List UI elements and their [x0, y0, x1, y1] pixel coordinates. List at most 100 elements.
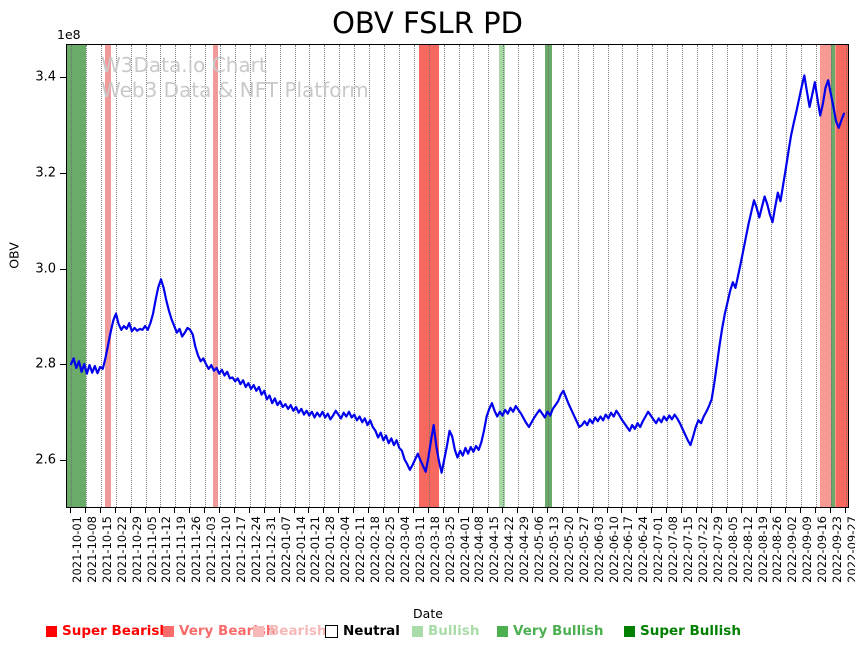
x-tick-label: 2021-10-22 [114, 516, 129, 583]
legend-swatch [253, 625, 264, 637]
grid-line [622, 45, 624, 507]
x-tick-label: 2022-01-21 [308, 516, 323, 583]
grid-line [145, 45, 147, 507]
x-tick-label: 2022-02-11 [353, 516, 368, 583]
x-tick-mark [532, 508, 534, 513]
y-tick-mark [60, 173, 66, 175]
y-tick-label: 3.2 [35, 165, 56, 181]
grid-line [100, 45, 102, 507]
grid-line [234, 45, 236, 507]
y-tick-label: 3.4 [35, 69, 56, 85]
legend-item[interactable]: Very Bearish [163, 620, 276, 642]
x-tick-label: 2022-05-06 [532, 516, 547, 583]
y-axis-exponent-label: 1e8 [57, 27, 81, 42]
grid-line [726, 45, 728, 507]
x-tick-mark [695, 508, 697, 513]
grid-line [592, 45, 594, 507]
x-tick-mark [219, 508, 221, 513]
grid-line [652, 45, 654, 507]
y-tick-label: 2.6 [35, 452, 56, 468]
x-tick-label: 2022-05-20 [561, 516, 576, 583]
legend-swatch [624, 625, 635, 637]
x-tick-label: 2022-01-14 [293, 516, 308, 583]
x-tick-label: 2022-09-02 [785, 516, 800, 583]
x-tick-mark [338, 508, 340, 513]
grid-line [518, 45, 520, 507]
grid-line [115, 45, 117, 507]
x-tick-mark [636, 508, 638, 513]
legend-item[interactable]: Very Bullish [497, 620, 603, 642]
grid-line [205, 45, 207, 507]
grid-line [354, 45, 356, 507]
grid-line [562, 45, 564, 507]
x-tick-label: 2022-09-09 [800, 516, 815, 583]
grid-line [264, 45, 266, 507]
x-tick-label: 2022-05-27 [576, 516, 591, 583]
grid-line [577, 45, 579, 507]
grid-line [741, 45, 743, 507]
x-tick-label: 2021-11-12 [159, 516, 174, 583]
x-tick-mark [800, 508, 802, 513]
grid-line [503, 45, 505, 507]
x-tick-label: 2021-12-17 [233, 516, 248, 583]
x-tick-mark [70, 508, 71, 513]
grid-line [846, 45, 847, 507]
x-tick-mark [502, 508, 504, 513]
x-tick-label: 2022-03-11 [412, 516, 427, 583]
sentiment-band [835, 45, 848, 507]
x-tick-mark [233, 508, 235, 513]
legend-item[interactable]: Bullish [412, 620, 479, 642]
grid-line [324, 45, 326, 507]
x-tick-mark [263, 508, 265, 513]
obv-line-series [67, 45, 848, 507]
legend-swatch [46, 625, 57, 637]
legend-item[interactable]: Bearish [253, 620, 327, 642]
x-tick-label: 2022-06-03 [591, 516, 606, 583]
x-tick-mark [576, 508, 578, 513]
x-tick-label: 2022-07-29 [710, 516, 725, 583]
x-tick-label: 2022-02-25 [382, 516, 397, 583]
legend-item[interactable]: Super Bearish [46, 620, 169, 642]
chart-legend: Super Bearish Very Bearish Bearish Neutral B… [0, 620, 855, 642]
x-tick-label: 2022-03-18 [427, 516, 442, 583]
grid-line [443, 45, 445, 507]
grid-line [756, 45, 758, 507]
x-tick-label: 2021-10-08 [84, 516, 99, 583]
legend-item[interactable]: Neutral [325, 620, 400, 642]
legend-label: Bearish [269, 623, 327, 639]
sentiment-band [104, 45, 111, 507]
x-tick-label: 2022-07-22 [695, 516, 710, 583]
x-tick-mark [785, 508, 787, 513]
legend-label: Super Bullish [640, 623, 741, 639]
x-tick-label: 2022-02-04 [338, 516, 353, 583]
x-tick-mark [591, 508, 593, 513]
grid-line [771, 45, 773, 507]
x-tick-mark [308, 508, 310, 513]
x-tick-label: 2022-09-23 [830, 516, 845, 583]
plot-area: W3Data.io Chart Web3 Data & NFT Platform [66, 44, 849, 508]
legend-label: Neutral [343, 623, 400, 639]
x-tick-mark [710, 508, 712, 513]
x-tick-mark [412, 508, 414, 513]
legend-item[interactable]: Super Bullish [624, 620, 741, 642]
grid-line [786, 45, 788, 507]
x-tick-mark [189, 508, 191, 513]
legend-label: Super Bearish [62, 623, 169, 639]
grid-line [428, 45, 430, 507]
y-tick-mark [60, 364, 66, 366]
x-tick-label: 2021-10-29 [129, 516, 144, 583]
x-tick-mark [561, 508, 563, 513]
grid-line [488, 45, 490, 507]
y-axis-label: OBV [6, 242, 22, 269]
x-tick-label: 2021-12-24 [248, 516, 263, 583]
x-tick-mark [725, 508, 727, 513]
x-tick-mark [517, 508, 519, 513]
x-tick-mark [740, 508, 742, 513]
y-tick-mark [60, 460, 66, 462]
grid-line [667, 45, 669, 507]
grid-line [816, 45, 818, 507]
legend-swatch [412, 625, 423, 637]
grid-line [279, 45, 281, 507]
x-tick-mark [323, 508, 325, 513]
